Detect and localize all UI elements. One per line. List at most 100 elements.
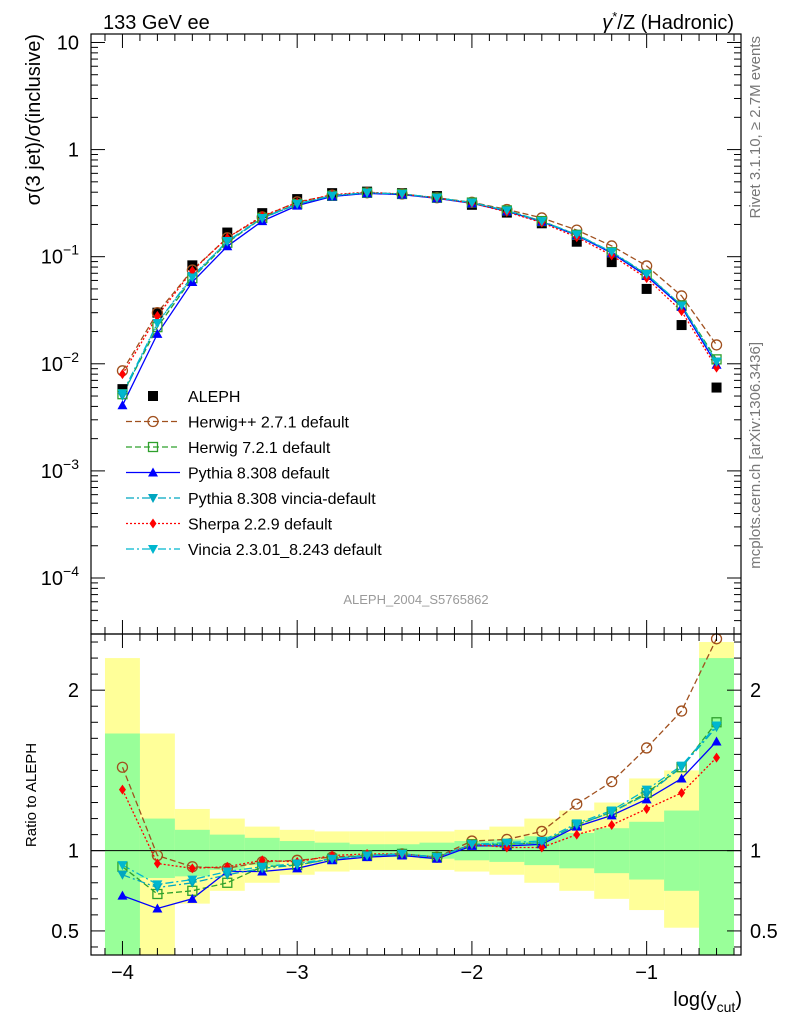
ratio-point-sherpa-2-2-9-default [643, 803, 651, 814]
ratio-point-sherpa-2-2-9-default [118, 784, 126, 795]
header-energy: 133 GeV ee [103, 12, 210, 34]
ratio-uncertainty-bands [91, 642, 741, 955]
main-point-aleph [641, 283, 652, 294]
main-line-pythia-8-308-vincia-default [121, 192, 718, 397]
main-y-tick-label: 10−4 [41, 563, 79, 590]
main-point-pythia-8-308-default [152, 328, 163, 338]
main-point-vincia-2-3-01-8-243-default [431, 193, 442, 203]
ratio-y-tick-label-left: 1 [68, 841, 79, 863]
ratio-point-sherpa-2-2-9-default [678, 787, 686, 798]
main-y-tick-base: 10 [57, 32, 79, 54]
main-point-vincia-2-3-01-8-243-default [257, 213, 268, 223]
ratio-point-vincia-2-3-01-8-243-default [606, 806, 617, 816]
main-y-tick-base: 10 [41, 461, 63, 483]
main-point-vincia-2-3-01-8-243-default [501, 206, 512, 216]
ratio-point-pythia-8-308-default [117, 890, 128, 900]
legend-label-vincia-2-3-01-8-243-default: Vincia 2.3.01_8.243 default [188, 542, 382, 559]
main-point-vincia-2-3-01-8-243-default [711, 357, 722, 367]
ratio-point-pythia-8-308-vincia-default [641, 790, 652, 800]
main-point-vincia-2-3-01-8-243-default [152, 319, 163, 329]
ratio-point-vincia-2-3-01-8-243-default [711, 721, 722, 731]
ratio-y-tick-label-right: 1 [750, 841, 761, 863]
main-point-vincia-2-3-01-8-243-default [676, 301, 687, 311]
header-process-sup: * [612, 9, 617, 24]
ratio-point-vincia-2-3-01-8-243-default [292, 859, 303, 869]
main-point-vincia-2-3-01-8-243-default [641, 269, 652, 279]
legend: ALEPH Herwig++ 2.7.1 default Herwig 7.2.1 … [126, 389, 382, 559]
ratio-y-tick-label-right: 2 [750, 680, 761, 702]
ratio-point-sherpa-2-2-9-default [538, 842, 546, 853]
legend-label-herwig-7-2-1-default: Herwig 7.2.1 default [188, 440, 331, 457]
ratio-line-vincia-2-3-01-8-243-default [122, 725, 717, 886]
main-point-vincia-2-3-01-8-243-default [362, 188, 373, 198]
x-axis-label-main: log(y [673, 989, 716, 1011]
main-y-tick-base: 10 [41, 354, 63, 376]
main-line-pythia-8-308-default [121, 192, 718, 406]
ratio-line-herwig-2-7-1-default [121, 638, 718, 869]
main-point-aleph [711, 382, 722, 393]
ratio-point-vincia-2-3-01-8-243-default [431, 853, 442, 863]
x-axis-label-sub: cut [717, 999, 736, 1015]
ratio-point-vincia-2-3-01-8-243-default [187, 875, 198, 885]
main-y-axis-label: σ(3 jet)/σ(inclusive) [23, 34, 45, 205]
main-line-herwig-2-7-1-default [121, 192, 718, 372]
main-y-tick-exp: −2 [63, 349, 79, 365]
analysis-label: ALEPH_2004_S5765862 [343, 592, 488, 607]
ratio-point-vincia-2-3-01-8-243-default [222, 867, 233, 877]
legend-marker-pythia-8-308-vincia-default [148, 494, 158, 503]
header-process-rest: /Z (Hadronic) [617, 12, 734, 34]
legend-marker-pythia-8-308-default [148, 467, 158, 477]
ratio-point-herwig-2-7-1-default [640, 742, 653, 754]
main-point-aleph [606, 257, 617, 268]
ratio-point-vincia-2-3-01-8-243-default [397, 849, 408, 859]
main-point-sherpa-2-2-9-default [678, 306, 686, 317]
ratio-y-tick-label-right: 0.5 [750, 921, 778, 943]
ratio-point-herwig-2-7-1-default [606, 776, 618, 788]
ratio-point-vincia-2-3-01-8-243-default [152, 880, 163, 890]
main-point-vincia-2-3-01-8-243-default [606, 247, 617, 257]
series-lines [121, 191, 718, 910]
legend-label-aleph: ALEPH [188, 389, 240, 406]
main-point-pythia-8-308-default [117, 400, 128, 410]
band-inner-bin [279, 841, 315, 862]
header-process: γ*/Z (Hadronic) [602, 9, 734, 34]
header-process-symbol: γ [602, 12, 613, 34]
main-point-vincia-2-3-01-8-243-default [536, 217, 547, 227]
ratio-point-vincia-2-3-01-8-243-default [362, 851, 373, 861]
legend-marker-sherpa-2-2-9-default [149, 518, 157, 529]
legend-label-herwig-2-7-1-default: Herwig++ 2.7.1 default [188, 415, 350, 432]
x-tick-label: −4 [111, 962, 134, 984]
ratio-point-vincia-2-3-01-8-243-default [117, 861, 128, 871]
main-line-herwig-7-2-1-default [121, 192, 718, 395]
ratio-point-pythia-8-308-vincia-default [117, 870, 128, 880]
x-tick-label: −2 [461, 962, 484, 984]
ratio-point-pythia-8-308-default [711, 736, 722, 746]
x-tick-label: −3 [286, 962, 309, 984]
x-tick-label: −1 [635, 962, 658, 984]
ratio-y-axis-label: Ratio to ALEPH [23, 743, 40, 847]
ratio-frame [90, 633, 742, 956]
main-y-tick-label: 10−2 [41, 349, 79, 376]
main-point-vincia-2-3-01-8-243-default [292, 199, 303, 209]
legend-marker-herwig-2-7-1-default [147, 415, 159, 428]
ratio-point-pythia-8-308-default [152, 903, 163, 913]
main-point-vincia-2-3-01-8-243-default [571, 230, 582, 240]
legend-marker-vincia-2-3-01-8-243-default [148, 545, 158, 554]
ratio-point-vincia-2-3-01-8-243-default [257, 862, 268, 872]
main-point-sherpa-2-2-9-default [188, 265, 196, 276]
band-inner-bin [139, 818, 175, 878]
main-point-vincia-2-3-01-8-243-default [222, 237, 233, 247]
main-y-tick-base: 1 [68, 140, 79, 162]
main-point-vincia-2-3-01-8-243-default [187, 273, 198, 283]
main-point-vincia-2-3-01-8-243-default [466, 198, 477, 208]
ratio-line-pythia-8-308-vincia-default [122, 726, 717, 889]
ratio-point-vincia-2-3-01-8-243-default [501, 838, 512, 848]
ratio-point-vincia-2-3-01-8-243-default [571, 819, 582, 829]
main-y-tick-exp: −3 [63, 456, 79, 472]
ratio-point-sherpa-2-2-9-default [153, 858, 161, 869]
ratio-point-herwig-2-7-1-default [116, 761, 129, 773]
ratio-point-vincia-2-3-01-8-243-default [641, 785, 652, 795]
legend-label-pythia-8-308-default: Pythia 8.308 default [188, 466, 330, 483]
